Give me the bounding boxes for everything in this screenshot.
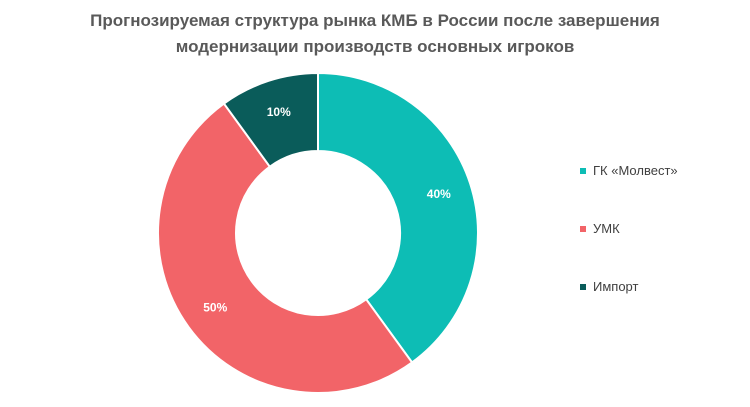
chart-title-line-1: Прогнозируемая структура рынка КМБ в Рос…: [90, 11, 660, 30]
slice-label-umk: 50%: [203, 301, 227, 315]
legend-item-molvest: ГК «Молвест»: [580, 163, 678, 178]
legend-label-umk: УМК: [593, 221, 620, 236]
slice-import: [222, 71, 319, 169]
chart-title-line-2: модернизации производств основных игроко…: [175, 37, 575, 56]
legend-label-molvest: ГК «Молвест»: [593, 163, 678, 178]
legend-swatch-molvest: [580, 167, 586, 174]
legend-label-import: Импорт: [593, 279, 639, 294]
slice-label-import: 10%: [267, 105, 291, 119]
legend-swatch-umk: [580, 225, 586, 232]
chart-title: Прогнозируемая структура рынка КМБ в Рос…: [0, 8, 750, 60]
slice-label-molvest: 40%: [427, 187, 451, 201]
legend-swatch-import: [580, 283, 586, 290]
slice-molvest: [317, 71, 479, 364]
legend-item-import: Импорт: [580, 279, 638, 294]
legend-item-umk: УМК: [580, 221, 620, 236]
chart-legend: ГК «Молвест» УМК Импорт: [580, 0, 750, 407]
slice-umk: [157, 102, 414, 394]
